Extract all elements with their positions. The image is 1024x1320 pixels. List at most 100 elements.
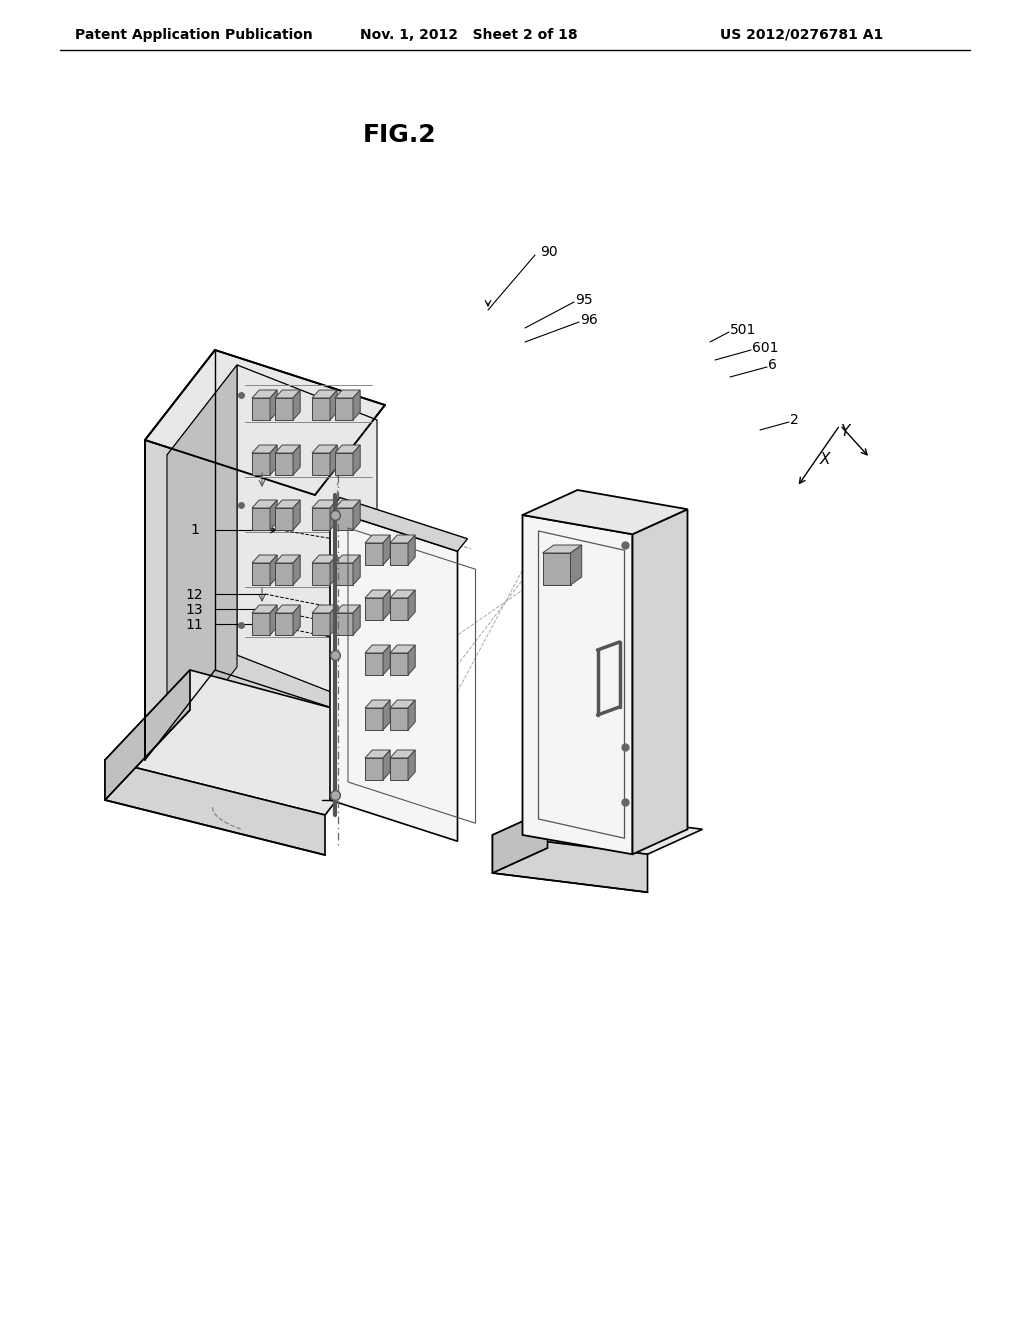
Polygon shape — [330, 605, 337, 635]
Polygon shape — [145, 350, 385, 495]
Polygon shape — [365, 590, 390, 598]
Polygon shape — [293, 445, 300, 475]
Polygon shape — [167, 655, 377, 800]
Text: 90: 90 — [540, 246, 558, 259]
Polygon shape — [365, 543, 383, 565]
Polygon shape — [293, 389, 300, 420]
Polygon shape — [335, 453, 353, 475]
Polygon shape — [365, 758, 383, 780]
Polygon shape — [408, 700, 415, 730]
Polygon shape — [390, 750, 415, 758]
Polygon shape — [330, 500, 337, 531]
Text: 95: 95 — [575, 293, 593, 308]
Polygon shape — [335, 389, 360, 399]
Polygon shape — [390, 590, 415, 598]
Polygon shape — [365, 535, 390, 543]
Polygon shape — [275, 508, 293, 531]
Polygon shape — [390, 700, 415, 708]
Text: 1: 1 — [190, 523, 199, 537]
Polygon shape — [275, 612, 293, 635]
Polygon shape — [252, 500, 278, 508]
Polygon shape — [633, 510, 687, 854]
Polygon shape — [145, 350, 215, 760]
Polygon shape — [330, 510, 458, 841]
Polygon shape — [390, 653, 408, 675]
Polygon shape — [570, 545, 582, 585]
Polygon shape — [312, 500, 337, 508]
Polygon shape — [312, 453, 330, 475]
Text: X: X — [820, 453, 830, 467]
Polygon shape — [408, 750, 415, 780]
Polygon shape — [330, 554, 337, 585]
Text: 2: 2 — [790, 413, 799, 426]
Polygon shape — [522, 515, 633, 854]
Polygon shape — [390, 598, 408, 620]
Polygon shape — [330, 498, 468, 552]
Polygon shape — [270, 389, 278, 420]
Polygon shape — [390, 708, 408, 730]
Polygon shape — [167, 366, 237, 756]
Polygon shape — [237, 366, 377, 710]
Polygon shape — [383, 590, 390, 620]
Text: Nov. 1, 2012   Sheet 2 of 18: Nov. 1, 2012 Sheet 2 of 18 — [360, 28, 578, 42]
Polygon shape — [270, 605, 278, 635]
Polygon shape — [252, 445, 278, 453]
Polygon shape — [365, 700, 390, 708]
Polygon shape — [275, 445, 300, 453]
Polygon shape — [383, 645, 390, 675]
Polygon shape — [105, 671, 190, 800]
Polygon shape — [270, 554, 278, 585]
Polygon shape — [335, 612, 353, 635]
Text: 11: 11 — [185, 618, 203, 632]
Polygon shape — [312, 564, 330, 585]
Text: 12: 12 — [185, 587, 203, 602]
Text: Y: Y — [840, 425, 849, 440]
Polygon shape — [543, 545, 582, 553]
Polygon shape — [252, 399, 270, 420]
Polygon shape — [522, 490, 687, 535]
Polygon shape — [390, 645, 415, 653]
Polygon shape — [312, 445, 337, 453]
Polygon shape — [293, 605, 300, 635]
Polygon shape — [408, 535, 415, 565]
Polygon shape — [330, 389, 337, 420]
Polygon shape — [353, 389, 360, 420]
Polygon shape — [493, 836, 647, 892]
Polygon shape — [252, 389, 278, 399]
Polygon shape — [275, 605, 300, 612]
Polygon shape — [105, 671, 395, 814]
Polygon shape — [270, 500, 278, 531]
Polygon shape — [390, 758, 408, 780]
Polygon shape — [270, 445, 278, 475]
Polygon shape — [365, 645, 390, 653]
Polygon shape — [275, 500, 300, 508]
Polygon shape — [493, 810, 548, 873]
Polygon shape — [293, 554, 300, 585]
Polygon shape — [383, 700, 390, 730]
Polygon shape — [293, 500, 300, 531]
Polygon shape — [365, 750, 390, 758]
Polygon shape — [353, 445, 360, 475]
Polygon shape — [312, 554, 337, 564]
Polygon shape — [275, 389, 300, 399]
Polygon shape — [312, 399, 330, 420]
Text: FIG.2: FIG.2 — [364, 123, 437, 147]
Polygon shape — [275, 399, 293, 420]
Text: 6: 6 — [768, 358, 777, 372]
Text: US 2012/0276781 A1: US 2012/0276781 A1 — [720, 28, 884, 42]
Polygon shape — [335, 605, 360, 612]
Polygon shape — [353, 605, 360, 635]
Polygon shape — [252, 453, 270, 475]
Polygon shape — [252, 605, 278, 612]
Polygon shape — [543, 553, 570, 585]
Text: 501: 501 — [730, 323, 757, 337]
Text: 96: 96 — [580, 313, 598, 327]
Polygon shape — [312, 612, 330, 635]
Polygon shape — [275, 554, 300, 564]
Polygon shape — [312, 508, 330, 531]
Polygon shape — [335, 500, 360, 508]
Polygon shape — [383, 750, 390, 780]
Polygon shape — [365, 653, 383, 675]
Polygon shape — [167, 366, 377, 510]
Polygon shape — [365, 708, 383, 730]
